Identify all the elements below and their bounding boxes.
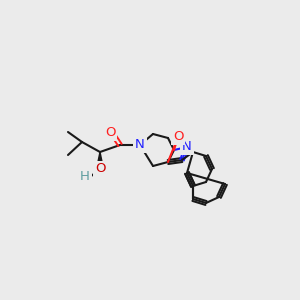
Text: O: O bbox=[105, 127, 115, 140]
Text: N: N bbox=[182, 140, 192, 154]
Text: O: O bbox=[173, 130, 183, 143]
Text: H: H bbox=[80, 170, 90, 184]
Text: N: N bbox=[135, 139, 145, 152]
Polygon shape bbox=[97, 152, 104, 169]
Text: O: O bbox=[95, 163, 105, 176]
